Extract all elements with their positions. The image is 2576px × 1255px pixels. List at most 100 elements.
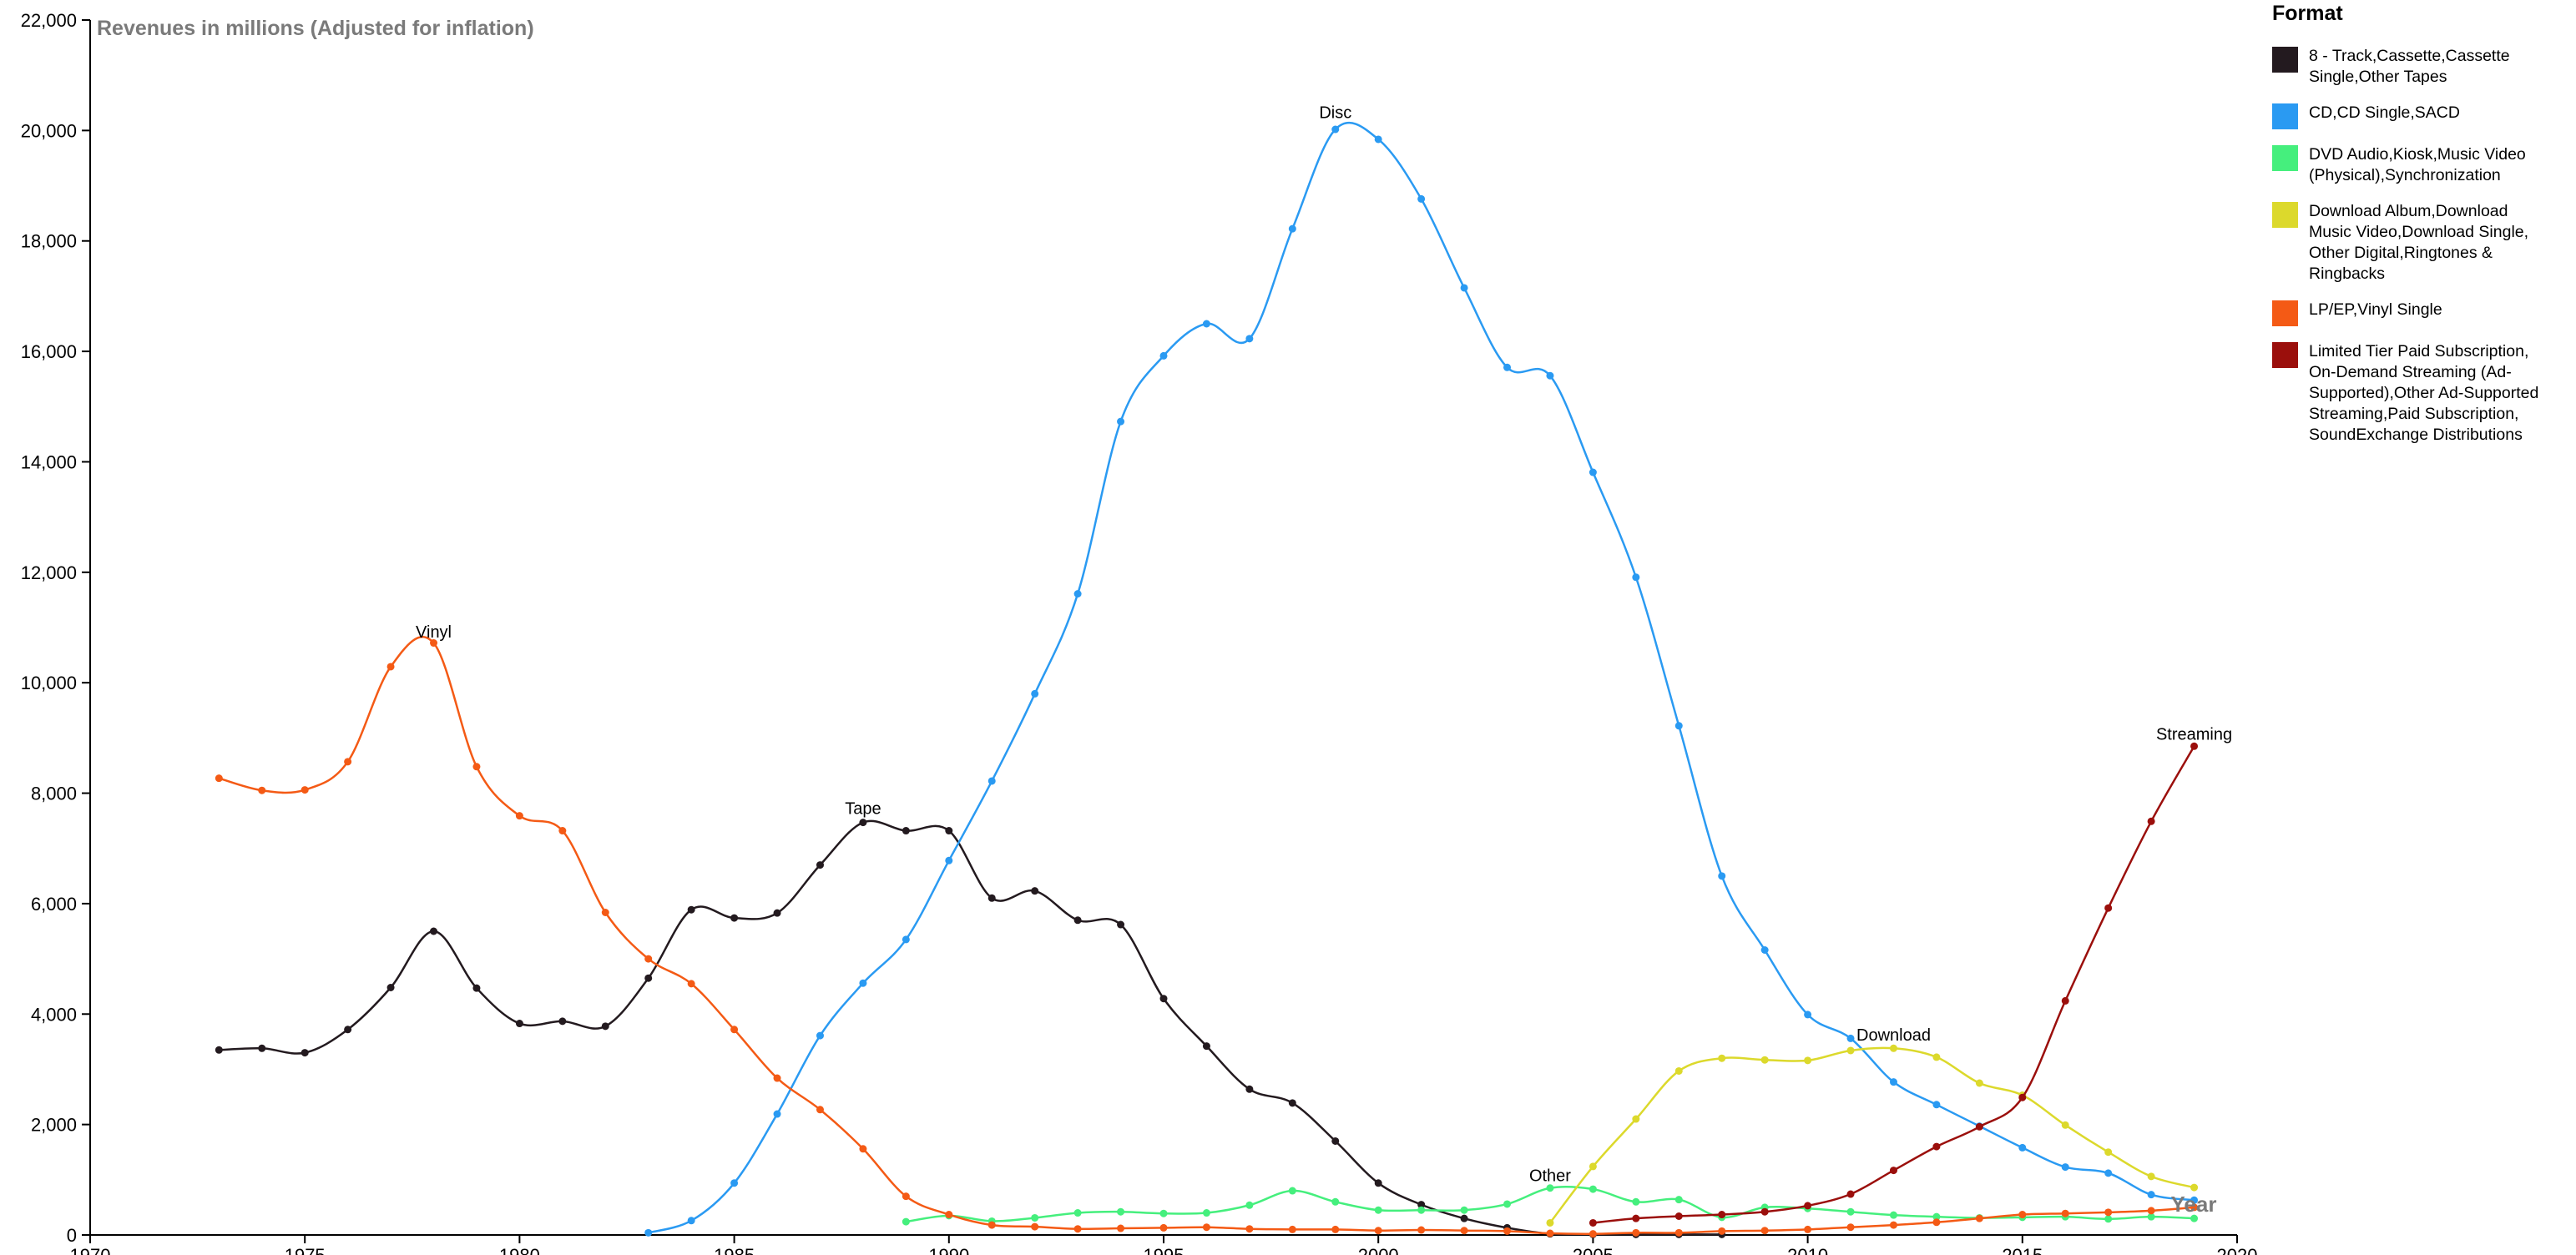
x-tick: 1985 [714,1235,755,1255]
series-download [1546,1044,2199,1227]
data-point-disc [1159,351,1168,360]
data-point-streaming [1889,1167,1897,1175]
data-point-download [1632,1115,1640,1123]
x-axis-title: Year [2171,1192,2217,1217]
data-point-disc [816,1031,824,1040]
data-point-disc [1889,1078,1897,1086]
y-tick-label: 10,000 [21,673,77,693]
data-point-tape [515,1020,523,1028]
y-tick: 12,000 [21,562,90,583]
data-point-tape [472,984,481,992]
data-point-download [1804,1056,1812,1065]
data-point-download [1975,1079,1983,1087]
legend-label: DVD Audio,​Kiosk,​Music Video (Physical)… [2309,145,2526,184]
series-tape [215,819,1726,1238]
y-axis: 0 2,000 4,000 6,000 8,000 10,000 12,000 14,000 1… [21,10,91,1246]
data-point-vinyl [1804,1225,1812,1233]
x-tick-label: 2020 [2217,1245,2258,1255]
data-point-download [1760,1056,1769,1064]
series-line-download [1548,1046,2195,1224]
data-point-download [2061,1121,2069,1129]
data-point-download [2147,1172,2155,1181]
data-point-tape [1417,1201,1426,1209]
data-point-disc [859,979,867,987]
data-point-vinyl [1589,1230,1597,1238]
data-point-vinyl [2147,1207,2155,1215]
series-label-disc: Disc [1319,104,1351,123]
legend-item: CD,​CD Single,​SACD [2272,103,2576,129]
x-tick: 2000 [1358,1235,1399,1255]
data-point-tape [816,861,824,869]
data-point-tape [1159,995,1168,1003]
data-point-vinyl [1460,1227,1468,1235]
data-point-disc [1331,125,1340,134]
data-point-tape [558,1017,567,1026]
data-point-streaming [1632,1214,1640,1222]
data-point-vinyl [386,663,395,671]
x-tick: 1980 [499,1235,540,1255]
legend-label: LP/EP,​Vinyl Single [2309,300,2442,319]
data-point-vinyl [215,774,223,783]
data-point-disc [1374,135,1382,144]
data-point-streaming [2147,817,2155,825]
data-point-tape [1073,916,1082,925]
data-point-vinyl [258,786,266,794]
data-point-tape [258,1044,266,1052]
data-point-streaming [1589,1218,1597,1227]
data-point-streaming [2190,742,2199,750]
y-tick: 4,000 [31,1004,90,1025]
x-tick-label: 2010 [1787,1245,1828,1255]
data-point-vinyl [515,812,523,820]
data-point-download [2190,1183,2199,1192]
data-point-other [2190,1214,2199,1222]
y-tick: 8,000 [31,784,90,804]
data-point-vinyl [1846,1223,1855,1232]
data-point-vinyl [1632,1228,1640,1237]
data-point-other [1546,1184,1554,1192]
data-point-tape [730,914,739,922]
data-point-other [1632,1197,1640,1206]
data-point-streaming [2018,1093,2027,1101]
data-point-disc [1718,872,1726,880]
series-labels: Tape Disc Other Download Vinyl Streaming [416,104,2232,1186]
data-point-vinyl [1288,1225,1296,1233]
y-tick-label: 14,000 [21,451,77,472]
data-point-vinyl [2104,1208,2113,1217]
data-point-vinyl [1718,1227,1726,1235]
data-point-other [1889,1211,1897,1219]
data-point-disc [1073,590,1082,598]
data-point-vinyl [1159,1223,1168,1232]
y-tick: 6,000 [31,894,90,915]
data-point-disc [1460,284,1468,292]
legend-swatch [2272,145,2298,171]
data-point-vinyl [644,955,653,963]
y-tick-label: 6,000 [31,894,77,915]
data-point-streaming [1975,1122,1983,1131]
data-point-other [1674,1196,1683,1204]
data-point-disc [1031,689,1039,698]
data-point-disc [1245,335,1254,343]
data-point-vinyl [344,758,352,766]
x-tick: 2015 [2002,1235,2043,1255]
data-point-vinyl [1031,1222,1039,1231]
data-point-tape [1460,1214,1468,1222]
data-point-download [1718,1054,1726,1062]
data-point-tape [601,1022,609,1031]
y-tick: 10,000 [21,673,90,693]
series-vinyl [215,636,2199,1238]
data-point-tape [1374,1179,1382,1187]
data-point-download [1589,1162,1597,1171]
data-point-vinyl [859,1145,867,1153]
data-point-vinyl [1245,1225,1254,1233]
data-point-streaming [1846,1190,1855,1198]
data-point-other [1202,1209,1210,1217]
data-point-download [1546,1218,1554,1227]
series-label-vinyl: Vinyl [416,623,452,642]
x-tick: 1995 [1144,1235,1184,1255]
series-line-vinyl [218,636,2195,1235]
data-point-vinyl [816,1106,824,1114]
y-tick: 18,000 [21,231,90,252]
data-point-vinyl [1932,1218,1941,1227]
x-tick-label: 1990 [928,1245,969,1255]
data-point-disc [987,777,996,785]
